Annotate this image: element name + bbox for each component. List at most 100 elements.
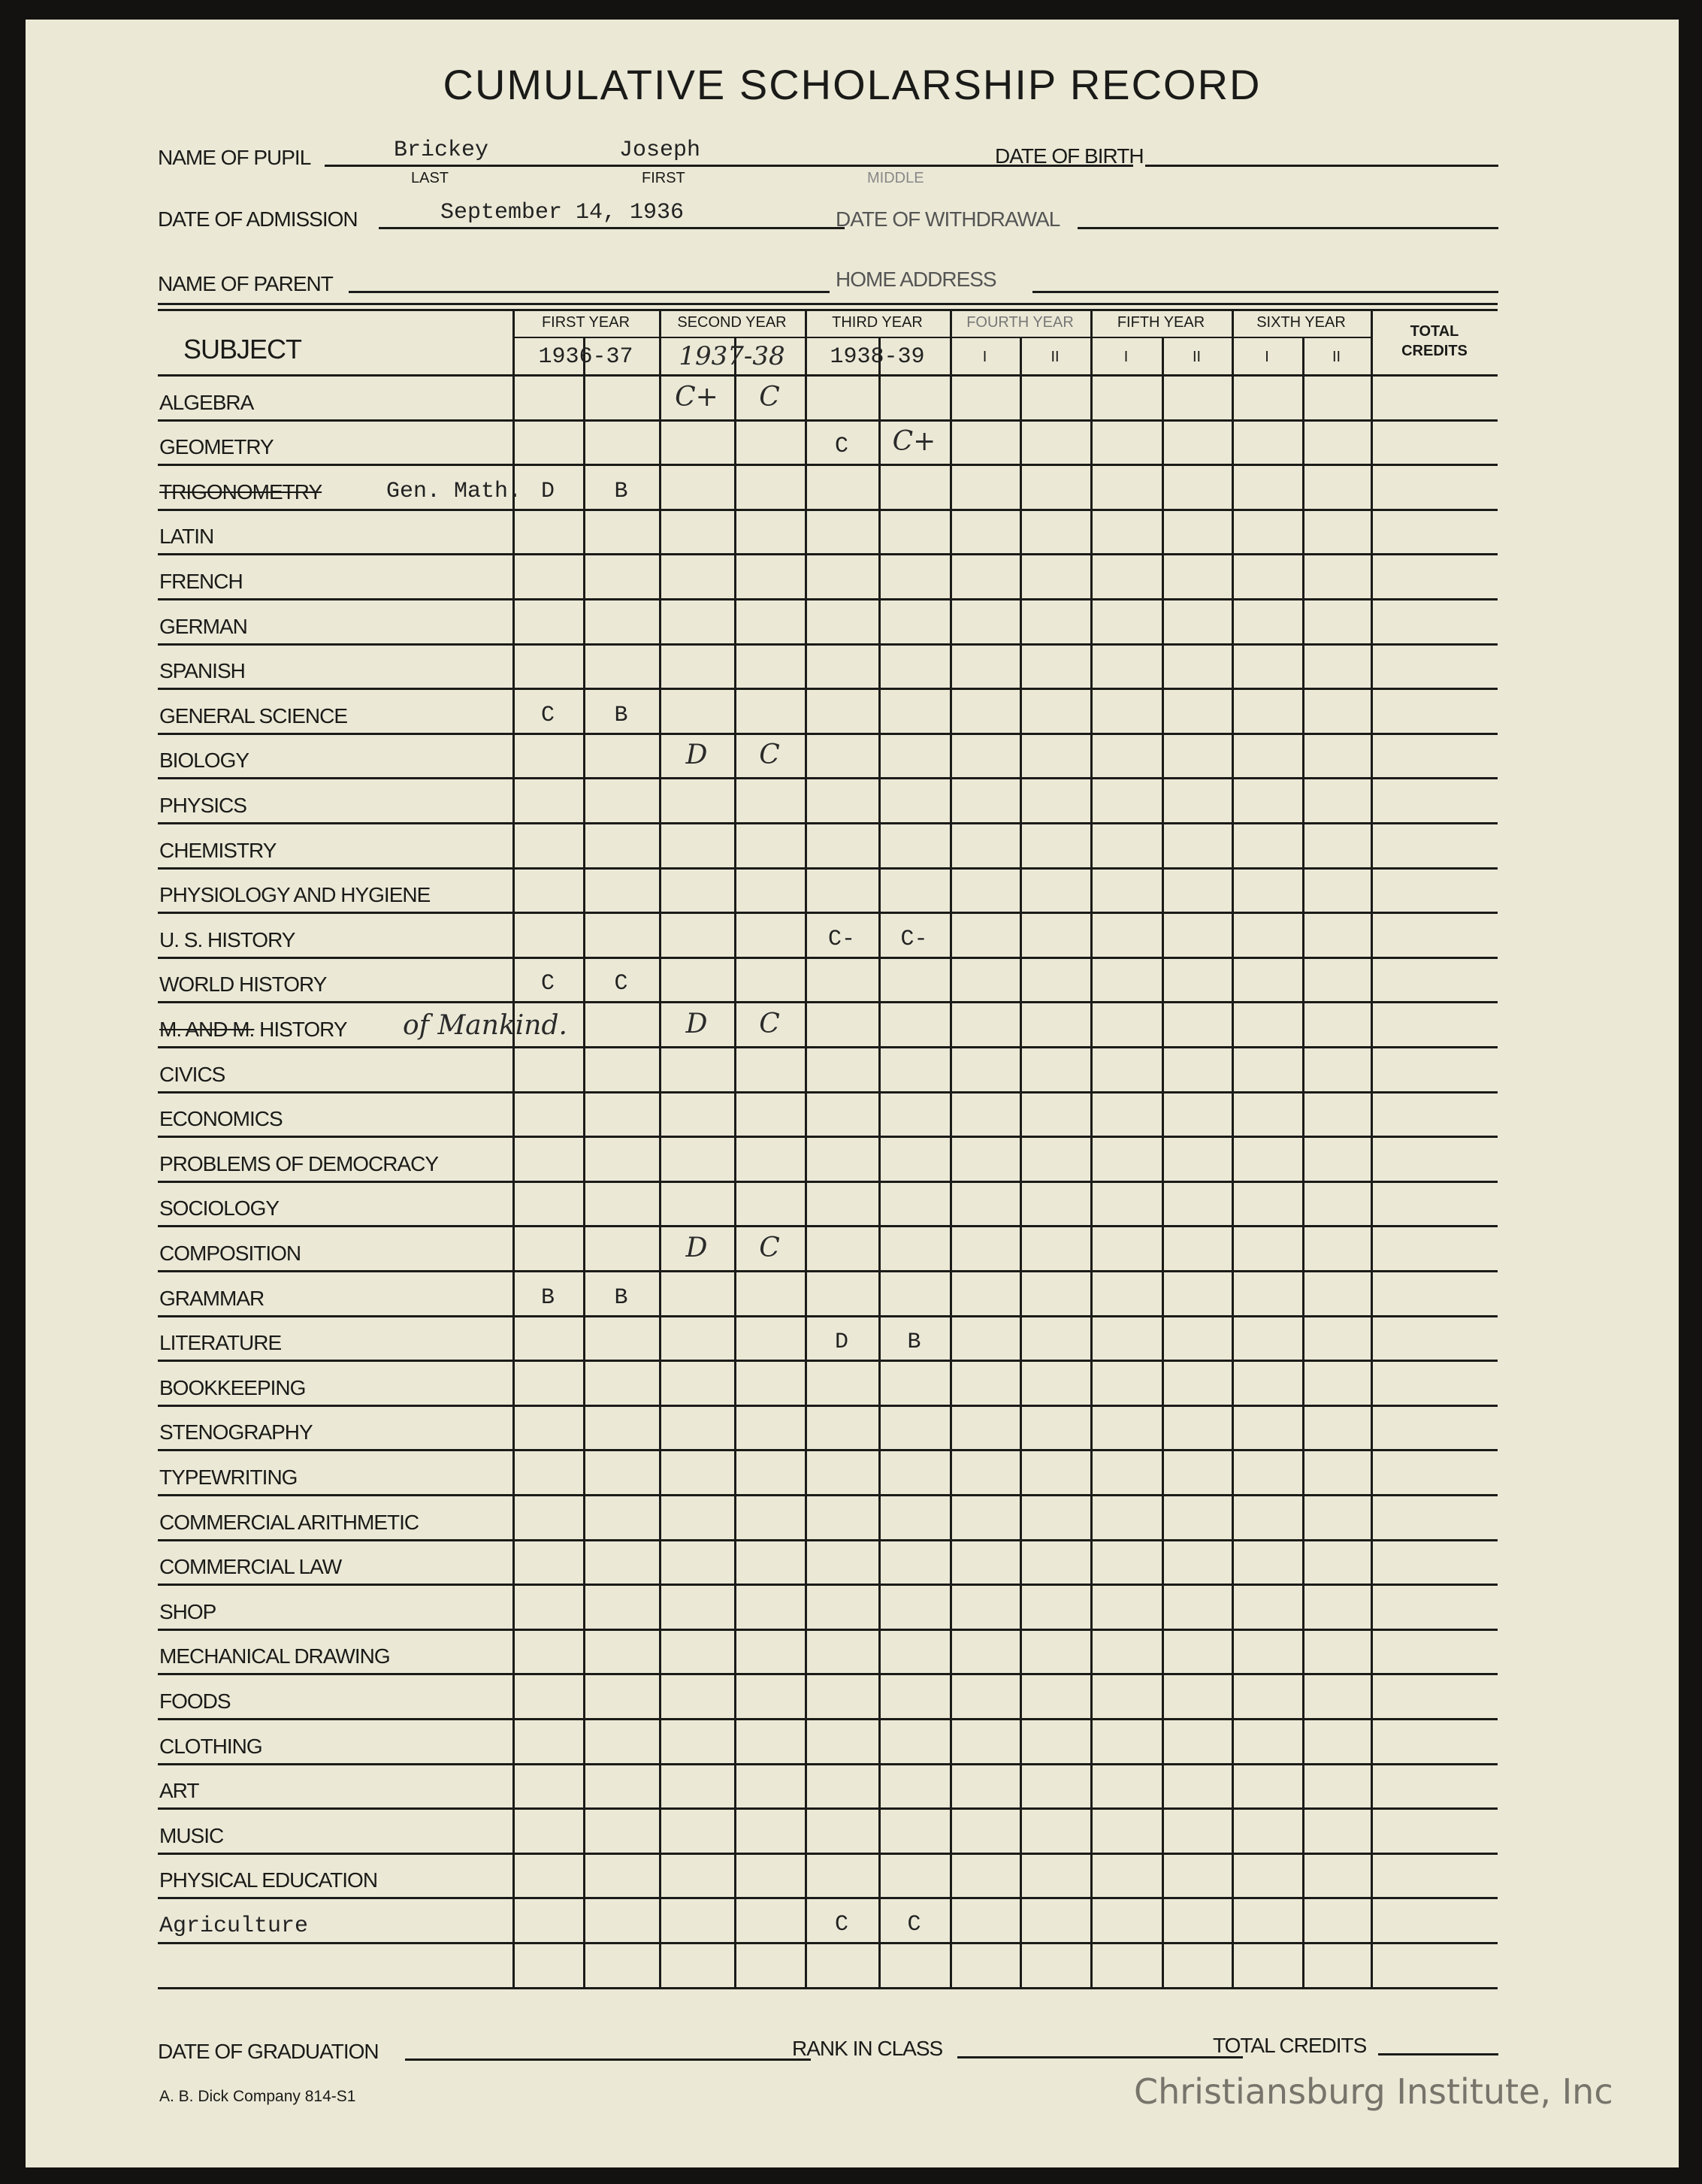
total-credits-line[interactable]: [1378, 2053, 1498, 2055]
row-rule: [158, 777, 1498, 780]
grade-cell[interactable]: C: [834, 1912, 848, 1937]
total-credits-header: TOTAL CREDITS: [1401, 323, 1468, 359]
subject-label: PROBLEMS OF DEMOCRACY: [159, 1151, 439, 1175]
row-rule: [158, 1314, 1498, 1317]
subject-label: Agriculture: [159, 1913, 309, 1939]
row-rule: [158, 1807, 1498, 1810]
grade-cell[interactable]: C+: [675, 381, 718, 413]
row-rule: [158, 1270, 1498, 1272]
year-label: THIRD YEAR: [832, 314, 923, 331]
grade-cell[interactable]: C: [759, 381, 780, 413]
grade-cell[interactable]: C: [614, 971, 628, 997]
name-of-parent-label: NAME OF PARENT: [158, 272, 334, 295]
grade-cell[interactable]: C: [759, 1233, 780, 1263]
home-address-label: HOME ADDRESS: [836, 268, 997, 291]
subject-label: GERMAN: [159, 614, 248, 638]
rank-line[interactable]: [957, 2056, 1243, 2058]
row-rule: [158, 1225, 1498, 1228]
column-divider: [1020, 337, 1022, 1987]
row-rule: [158, 1942, 1498, 1944]
row-rule: [158, 822, 1498, 824]
date-of-withdrawal-label: DATE OF WITHDRAWAL: [836, 207, 1060, 231]
column-divider: [512, 309, 515, 1987]
column-divider: [1371, 309, 1373, 1987]
year-divider: [805, 337, 950, 338]
subject-label: ART: [159, 1779, 199, 1803]
row-rule: [158, 553, 1498, 556]
grade-cell[interactable]: C: [540, 971, 555, 997]
grade-cell[interactable]: D: [834, 1329, 848, 1356]
grade-cell[interactable]: B: [540, 1284, 555, 1311]
first-name-value[interactable]: Joseph: [619, 138, 701, 163]
subject-label: LATIN: [159, 525, 214, 549]
subject-label: LITERATURE: [159, 1331, 282, 1355]
year-label: SECOND YEAR: [677, 314, 787, 331]
grade-cell[interactable]: B: [614, 1284, 628, 1311]
handwritten-note: of Mankind.: [403, 1010, 567, 1041]
subject-header: SUBJECT: [183, 334, 302, 365]
row-rule: [158, 1046, 1498, 1048]
grade-cell[interactable]: C+: [892, 426, 936, 458]
subject-label: MUSIC: [159, 1823, 224, 1847]
subject-label: SPANISH: [159, 659, 246, 683]
year-divider: [659, 337, 805, 338]
column-divider: [1162, 337, 1164, 1987]
row-rule: [158, 598, 1498, 600]
date-of-birth-line[interactable]: [1145, 165, 1498, 167]
grade-cell[interactable]: C: [759, 1009, 780, 1039]
watermark: Christiansburg Institute, Inc: [1134, 2071, 1613, 2112]
table-top-rule: [158, 309, 1498, 311]
grade-cell[interactable]: D: [540, 478, 555, 504]
semester-label: I: [1265, 349, 1269, 365]
grade-cell[interactable]: C: [540, 702, 555, 728]
name-of-pupil-label: NAME OF PUPIL: [158, 146, 311, 169]
grade-cell[interactable]: C: [834, 434, 848, 460]
grade-cell[interactable]: C: [907, 1912, 921, 1937]
semester-label: I: [1123, 349, 1129, 365]
subject-label: CLOTHING: [159, 1734, 263, 1758]
row-rule: [158, 1986, 1498, 1989]
graduation-line[interactable]: [405, 2058, 811, 2061]
withdrawal-line[interactable]: [1078, 227, 1498, 229]
subject-label: PHYSICAL EDUCATION: [159, 1868, 378, 1892]
admission-line: [379, 227, 845, 229]
subject-label: TRIGONOMETRY: [159, 479, 322, 504]
grade-cell[interactable]: C: [759, 740, 780, 771]
subject-label: CIVICS: [159, 1062, 225, 1086]
subject-label: WORLD HISTORY: [159, 973, 327, 997]
row-rule: [158, 419, 1498, 422]
grade-cell[interactable]: B: [614, 702, 628, 728]
row-rule: [158, 1584, 1498, 1587]
row-rule: [158, 1360, 1498, 1363]
parent-line[interactable]: [349, 291, 830, 293]
year-divider: [1090, 337, 1232, 338]
row-rule: [158, 1897, 1498, 1900]
date-of-admission-value[interactable]: September 14, 1936: [440, 200, 685, 225]
address-line[interactable]: [1032, 291, 1498, 293]
grade-cell[interactable]: D: [685, 1009, 708, 1039]
row-rule: [158, 1001, 1498, 1004]
name-line: [325, 165, 1133, 167]
row-rule: [158, 1494, 1498, 1496]
last-name-value[interactable]: Brickey: [394, 138, 489, 163]
grade-cell[interactable]: D: [685, 1233, 708, 1263]
row-rule: [158, 508, 1498, 511]
row-rule: [158, 1718, 1498, 1720]
handwritten-note: Gen. Math.: [386, 478, 522, 504]
grade-cell[interactable]: D: [685, 740, 708, 771]
year-divider: [1232, 337, 1371, 338]
middle-label: MIDDLE: [867, 170, 924, 186]
year-label: SIXTH YEAR: [1256, 314, 1346, 331]
subject-label: GEOMETRY: [159, 435, 274, 459]
grade-cell[interactable]: C-: [900, 926, 928, 952]
row-rule: [158, 1628, 1498, 1631]
row-rule: [158, 956, 1498, 959]
row-rule: [158, 688, 1498, 691]
grade-cell[interactable]: B: [907, 1329, 921, 1356]
subject-label: TYPEWRITING: [159, 1466, 298, 1489]
semester-label: II: [1192, 349, 1202, 365]
total-credits-label: TOTAL CREDITS: [1213, 2034, 1367, 2057]
date-of-admission-label: DATE OF ADMISSION: [158, 207, 358, 231]
grade-cell[interactable]: B: [614, 478, 628, 504]
grade-cell[interactable]: C-: [827, 926, 855, 952]
